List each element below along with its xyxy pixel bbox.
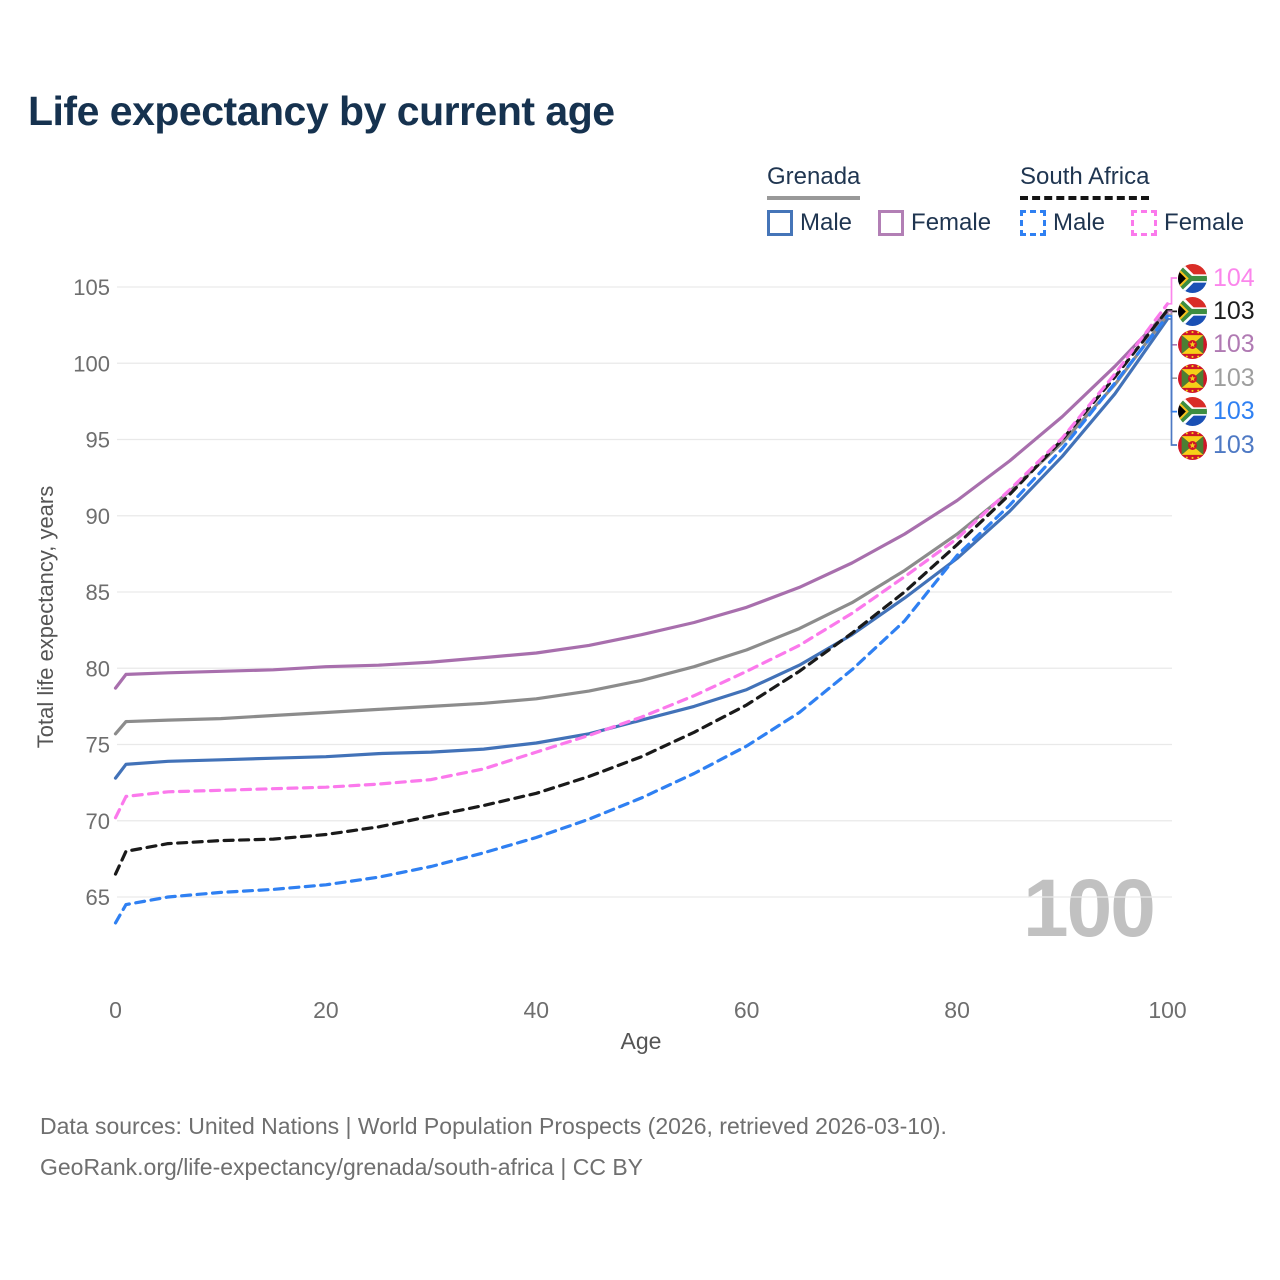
- legend-item-grenada-female[interactable]: Female: [878, 209, 991, 237]
- legend-item-grenada-male[interactable]: Male: [767, 209, 852, 237]
- y-tick-90: 90: [86, 504, 110, 529]
- flag-south-africa-icon: [1178, 296, 1207, 326]
- end-label-connector-south-africa-female: [1167, 277, 1177, 305]
- end-value: 103: [1213, 330, 1255, 359]
- end-value: 103: [1213, 363, 1255, 392]
- end-label-connector-grenada-male: [1167, 318, 1177, 446]
- flag-grenada-icon: [1178, 430, 1207, 460]
- grenada-male-swatch: [767, 210, 793, 236]
- end-value: 104: [1213, 263, 1255, 292]
- footer-attribution: GeoRank.org/life-expectancy/grenada/sout…: [40, 1154, 643, 1180]
- legend-country-grenada[interactable]: Grenada: [767, 163, 861, 200]
- x-tick-20: 20: [313, 997, 339, 1023]
- end-label-grenada-male: 103: [1178, 430, 1255, 460]
- legend-group-grenada: Grenada Male Female: [767, 163, 991, 237]
- series-line-south-africa-male: [113, 314, 1170, 925]
- end-value: 103: [1213, 397, 1255, 426]
- series-line-south-africa-female: [113, 302, 1170, 820]
- y-tick-85: 85: [86, 580, 110, 605]
- legend-item-south-africa-male[interactable]: Male: [1020, 209, 1105, 237]
- x-tick-40: 40: [524, 997, 550, 1023]
- footer: Data sources: United Nations | World Pop…: [40, 1106, 947, 1188]
- south-africa-female-swatch: [1131, 210, 1158, 236]
- series-line-grenada-female: [113, 309, 1170, 690]
- legend-country-south-africa[interactable]: South Africa: [1020, 163, 1150, 200]
- y-tick-75: 75: [86, 733, 110, 758]
- flag-south-africa-icon: [1178, 263, 1207, 293]
- grenada-female-swatch: [878, 210, 905, 236]
- y-tick-100: 100: [73, 351, 110, 376]
- legend-label: Female: [1164, 209, 1245, 236]
- legend-label: Female: [911, 209, 992, 236]
- y-tick-105: 105: [73, 275, 110, 300]
- end-label-south-africa-total: 103: [1178, 296, 1255, 326]
- series-line-south-africa-total: [113, 308, 1170, 876]
- end-value: 103: [1213, 430, 1255, 459]
- x-axis-title: Age: [620, 1028, 662, 1054]
- page-title: Life expectancy by current age: [28, 88, 615, 134]
- legend-label: Male: [800, 209, 853, 236]
- end-label-south-africa-female: 104: [1178, 263, 1255, 293]
- y-axis-title: Total life expectancy, years: [33, 485, 58, 749]
- flag-grenada-icon: [1178, 363, 1207, 393]
- y-tick-95: 95: [86, 428, 110, 453]
- y-tick-80: 80: [86, 656, 110, 681]
- end-label-south-africa-male: 103: [1178, 397, 1255, 427]
- series-line-grenada-male: [113, 317, 1170, 780]
- x-tick-60: 60: [734, 997, 760, 1023]
- flag-grenada-icon: [1178, 330, 1207, 360]
- y-tick-70: 70: [86, 809, 110, 834]
- end-value: 103: [1213, 296, 1255, 325]
- legend-group-south-africa: South Africa Male Female: [1020, 163, 1244, 237]
- end-label-grenada-female: 103: [1178, 330, 1255, 360]
- x-tick-80: 80: [944, 997, 970, 1023]
- x-tick-0: 0: [109, 997, 122, 1023]
- end-label-grenada-total: 103: [1178, 363, 1255, 393]
- age-watermark: 100: [1023, 863, 1156, 954]
- legend-label: Male: [1053, 209, 1106, 236]
- legend-item-south-africa-female[interactable]: Female: [1131, 209, 1244, 237]
- x-tick-100: 100: [1148, 997, 1186, 1023]
- flag-south-africa-icon: [1178, 397, 1207, 427]
- south-africa-male-swatch: [1020, 210, 1046, 236]
- footer-data-sources: Data sources: United Nations | World Pop…: [40, 1113, 947, 1139]
- y-tick-65: 65: [86, 885, 110, 910]
